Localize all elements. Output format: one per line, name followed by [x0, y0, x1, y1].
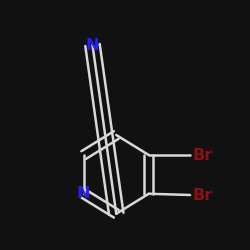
- Text: Br: Br: [192, 148, 213, 162]
- Text: N: N: [77, 186, 90, 201]
- Text: N: N: [86, 38, 99, 52]
- Text: Br: Br: [192, 188, 213, 202]
